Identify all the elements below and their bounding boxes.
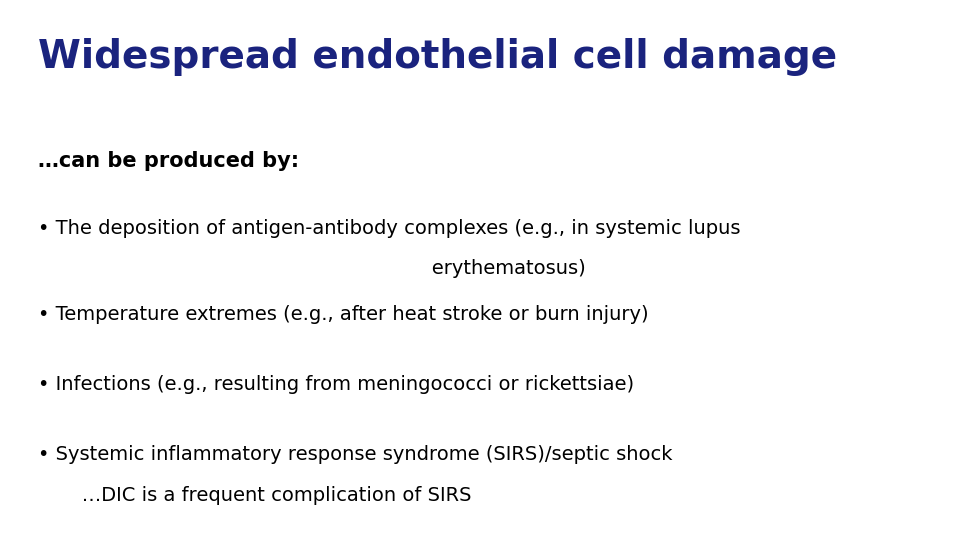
Text: • The deposition of antigen-antibody complexes (e.g., in systemic lupus: • The deposition of antigen-antibody com…: [38, 219, 741, 238]
Text: • Temperature extremes (e.g., after heat stroke or burn injury): • Temperature extremes (e.g., after heat…: [38, 305, 649, 324]
Text: …can be produced by:: …can be produced by:: [38, 151, 300, 171]
Text: • Infections (e.g., resulting from meningococci or rickettsiae): • Infections (e.g., resulting from menin…: [38, 375, 635, 394]
Text: • Systemic inflammatory response syndrome (SIRS)/septic shock: • Systemic inflammatory response syndrom…: [38, 446, 673, 464]
Text: erythematosus): erythematosus): [38, 259, 587, 278]
Text: …DIC is a frequent complication of SIRS: …DIC is a frequent complication of SIRS: [38, 486, 472, 505]
Text: Widespread endothelial cell damage: Widespread endothelial cell damage: [38, 38, 837, 76]
